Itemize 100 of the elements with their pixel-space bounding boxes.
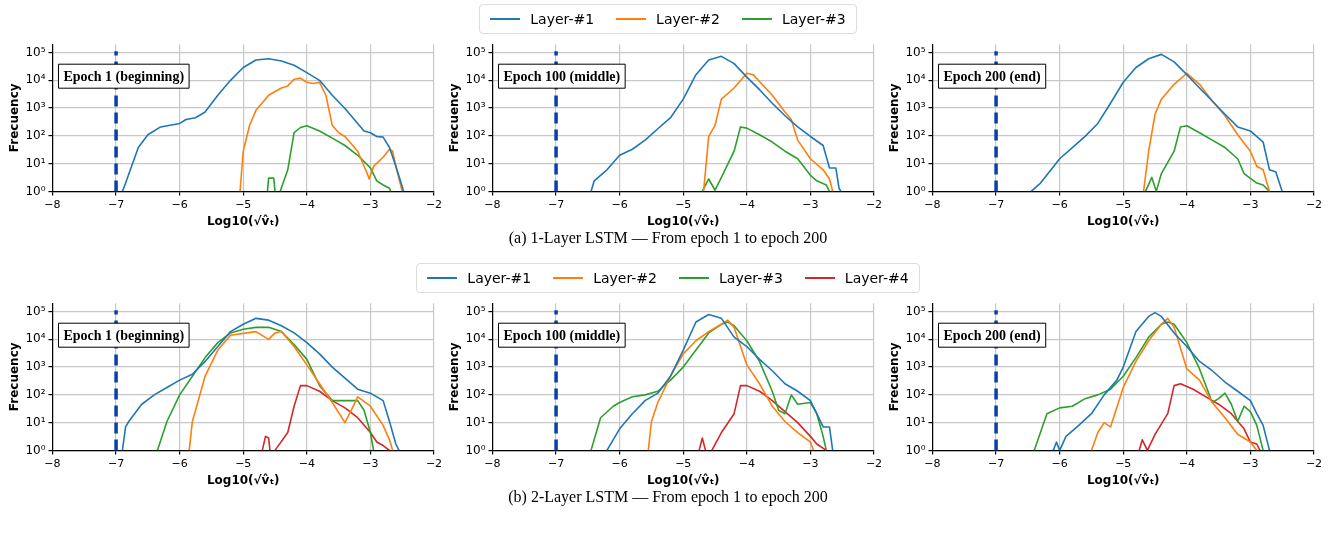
y-tick-label: 10⁴: [465, 331, 486, 346]
y-tick-label: 10²: [905, 386, 926, 401]
x-tick-label: −3: [362, 456, 379, 470]
x-axis-title: Log10(√v̂ₜ): [206, 213, 280, 228]
y-tick-label: 10²: [25, 386, 46, 401]
y-tick-label: 10⁵: [905, 44, 926, 59]
annotation: Epoch 200 (end): [943, 68, 1042, 85]
y-axis-title: Frecuency: [447, 342, 462, 412]
legend-label: Layer-#3: [781, 11, 846, 27]
x-tick-label: −4: [1178, 197, 1195, 211]
x-tick-label: −8: [44, 197, 61, 211]
y-tick-label: 10³: [25, 100, 46, 115]
x-tick-label: −7: [547, 456, 565, 470]
y-tick-label: 10⁰: [25, 183, 46, 198]
annotation: Epoch 200 (end): [943, 327, 1042, 344]
text: (a) 1-Layer LSTM — From epoch 1 to epoch 200: [507, 229, 829, 249]
x-tick-label: −7: [107, 456, 125, 470]
y-axis-title: Frecuency: [7, 342, 22, 412]
x-tick-label: −7: [987, 456, 1005, 470]
x-tick-label: −3: [802, 197, 819, 211]
y-axis-title: Frecuency: [887, 342, 902, 412]
x-tick-label: −5: [1115, 456, 1132, 470]
y-tick-label: 10⁰: [905, 183, 926, 198]
y-tick-label: 10³: [465, 100, 486, 115]
y-tick-label: 10⁵: [25, 44, 46, 59]
x-axis-title: Log10(√v̂ₜ): [1086, 213, 1160, 228]
x-tick-label: −6: [1051, 456, 1068, 470]
legend-label: Layer-#3: [719, 270, 783, 286]
y-tick-label: 10³: [25, 359, 46, 374]
y-tick-label: 10²: [465, 386, 486, 401]
y-tick-label: 10¹: [25, 155, 46, 170]
x-tick-label: −5: [675, 197, 692, 211]
y-tick-label: 10⁴: [905, 72, 926, 87]
y-tick-label: 10¹: [25, 414, 46, 429]
y-tick-label: 10²: [465, 127, 486, 142]
x-tick-label: −4: [298, 456, 315, 470]
x-tick-label: −6: [171, 197, 188, 211]
x-axis-title: Log10(√v̂ₜ): [646, 472, 720, 487]
x-tick-label: −7: [987, 197, 1005, 211]
x-tick-label: −6: [611, 197, 628, 211]
y-tick-label: 10⁴: [465, 72, 486, 87]
legend-label: Layer-#4: [844, 270, 909, 286]
x-tick-label: −8: [484, 197, 501, 211]
x-tick-label: −4: [738, 456, 755, 470]
y-tick-label: 10⁰: [905, 442, 926, 457]
y-tick-label: 10⁰: [465, 183, 486, 198]
x-tick-label: −4: [738, 197, 755, 211]
y-tick-label: 10⁴: [25, 331, 46, 346]
annotation: Epoch 1 (beginning): [63, 327, 185, 344]
legend-label: Layer-#1: [530, 11, 595, 27]
x-tick-label: −4: [1178, 456, 1195, 470]
y-tick-label: 10³: [905, 359, 926, 374]
y-tick-label: 10⁵: [25, 303, 46, 318]
y-tick-label: 10²: [905, 127, 926, 142]
x-tick-label: −2: [425, 456, 443, 470]
y-tick-label: 10⁵: [465, 303, 486, 318]
x-tick-label: −2: [425, 197, 443, 211]
y-tick-label: 10¹: [465, 155, 486, 170]
x-tick-label: −2: [865, 456, 883, 470]
annotation: Epoch 100 (middle): [503, 327, 621, 344]
legend-label: Layer-#2: [656, 11, 720, 27]
y-tick-label: 10⁴: [905, 331, 926, 346]
y-axis-title: Frecuency: [7, 83, 22, 153]
x-axis-title: Log10(√v̂ₜ): [646, 213, 720, 228]
y-tick-label: 10¹: [465, 414, 486, 429]
x-tick-label: −5: [235, 197, 252, 211]
y-axis-title: Frecuency: [887, 83, 902, 153]
x-tick-label: −8: [44, 456, 61, 470]
x-tick-label: −2: [865, 197, 883, 211]
x-tick-label: −3: [362, 197, 379, 211]
x-tick-label: −5: [235, 456, 252, 470]
x-tick-label: −6: [171, 456, 188, 470]
x-tick-label: −6: [1051, 197, 1068, 211]
y-tick-label: 10⁵: [465, 44, 486, 59]
annotation: Epoch 1 (beginning): [63, 68, 185, 85]
x-tick-label: −7: [107, 197, 125, 211]
annotation: Epoch 100 (middle): [503, 68, 621, 85]
x-tick-label: −2: [1305, 456, 1323, 470]
x-tick-label: −5: [1115, 197, 1132, 211]
legend-label: Layer-#2: [593, 270, 657, 286]
text: (b) 2-Layer LSTM — From epoch 1 to epoch 200: [507, 488, 829, 508]
y-tick-label: 10¹: [905, 414, 926, 429]
legend-label: Layer-#1: [467, 270, 532, 286]
x-tick-label: −8: [484, 456, 501, 470]
x-tick-label: −6: [611, 456, 628, 470]
y-tick-label: 10⁵: [905, 303, 926, 318]
x-tick-label: −3: [1242, 197, 1259, 211]
x-axis-title: Log10(√v̂ₜ): [1086, 472, 1160, 487]
y-tick-label: 10³: [465, 359, 486, 374]
x-tick-label: −2: [1305, 197, 1323, 211]
x-tick-label: −8: [924, 197, 941, 211]
y-tick-label: 10¹: [905, 155, 926, 170]
y-tick-label: 10⁰: [25, 442, 46, 457]
y-tick-label: 10⁴: [25, 72, 46, 87]
y-tick-label: 10⁰: [465, 442, 486, 457]
x-tick-label: −8: [924, 456, 941, 470]
x-tick-label: −4: [298, 197, 315, 211]
x-tick-label: −3: [1242, 456, 1259, 470]
x-tick-label: −5: [675, 456, 692, 470]
x-axis-title: Log10(√v̂ₜ): [206, 472, 280, 487]
